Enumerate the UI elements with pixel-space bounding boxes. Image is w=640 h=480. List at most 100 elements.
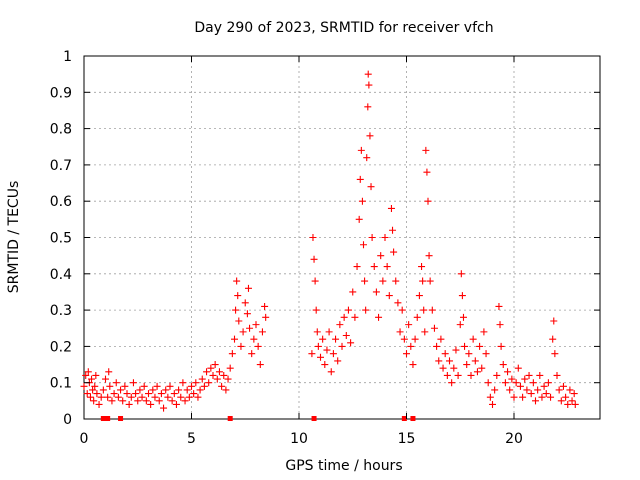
data-point bbox=[400, 335, 408, 343]
data-point bbox=[480, 328, 488, 336]
data-point bbox=[132, 390, 140, 398]
data-point bbox=[381, 234, 389, 241]
data-point bbox=[231, 335, 238, 343]
y-tick-label: 0.4 bbox=[50, 267, 72, 283]
data-point bbox=[91, 382, 99, 390]
data-point bbox=[571, 400, 579, 408]
data-point bbox=[325, 328, 333, 336]
data-point bbox=[564, 400, 572, 408]
data-point bbox=[368, 234, 376, 241]
data-point bbox=[411, 335, 419, 343]
axis-ticks bbox=[83, 55, 600, 420]
data-point bbox=[424, 197, 432, 205]
data-point bbox=[510, 393, 518, 401]
data-point bbox=[310, 255, 318, 263]
data-point bbox=[377, 252, 385, 260]
data-point bbox=[244, 284, 252, 292]
data-point bbox=[463, 361, 471, 369]
data-point bbox=[215, 368, 223, 376]
y-tick-label: 0.6 bbox=[50, 194, 72, 210]
zero-marker bbox=[100, 416, 106, 421]
y-tick-label: 0.1 bbox=[50, 376, 72, 392]
y-tick-label: 0.8 bbox=[50, 122, 72, 138]
data-point bbox=[356, 175, 364, 183]
data-point bbox=[441, 350, 449, 358]
data-point bbox=[413, 313, 421, 321]
data-point bbox=[497, 342, 505, 350]
data-point bbox=[104, 393, 112, 401]
data-point bbox=[177, 393, 185, 401]
data-point bbox=[170, 390, 178, 398]
data-point bbox=[353, 263, 361, 271]
data-point bbox=[84, 368, 92, 376]
data-point bbox=[405, 321, 413, 329]
y-tick-label: 0.2 bbox=[50, 339, 72, 355]
data-point bbox=[83, 390, 91, 398]
data-point bbox=[446, 357, 453, 365]
data-point bbox=[166, 382, 174, 390]
data-point bbox=[476, 342, 484, 350]
data-point bbox=[196, 386, 204, 394]
data-point bbox=[332, 335, 340, 343]
data-point bbox=[203, 368, 211, 376]
data-point bbox=[469, 335, 477, 343]
data-point bbox=[459, 313, 467, 321]
data-point bbox=[461, 342, 469, 350]
data-point bbox=[258, 328, 266, 336]
data-point bbox=[97, 393, 105, 401]
data-point bbox=[220, 371, 228, 379]
data-point bbox=[544, 379, 552, 387]
data-point bbox=[355, 215, 363, 223]
data-point bbox=[213, 375, 221, 383]
data-point bbox=[82, 371, 90, 379]
data-point bbox=[162, 386, 170, 394]
data-point bbox=[241, 299, 249, 307]
data-point bbox=[439, 364, 447, 372]
data-point bbox=[454, 371, 462, 379]
data-point bbox=[372, 288, 380, 296]
data-point bbox=[243, 310, 251, 318]
data-point bbox=[211, 361, 219, 369]
data-point bbox=[188, 382, 195, 390]
data-point bbox=[327, 368, 335, 376]
data-point bbox=[473, 368, 481, 376]
data-point bbox=[547, 393, 555, 401]
data-point bbox=[467, 371, 475, 379]
data-point bbox=[349, 288, 357, 296]
data-point bbox=[428, 306, 436, 314]
y-tick-label: 0.3 bbox=[50, 303, 72, 319]
data-point bbox=[418, 263, 426, 271]
data-point bbox=[342, 332, 350, 340]
data-point bbox=[334, 357, 342, 365]
data-point bbox=[329, 350, 337, 358]
data-point bbox=[419, 277, 427, 285]
data-point bbox=[194, 393, 202, 401]
data-point bbox=[523, 386, 531, 394]
data-point bbox=[205, 379, 213, 387]
data-point bbox=[499, 361, 507, 369]
data-point bbox=[308, 350, 316, 358]
data-point bbox=[398, 306, 406, 314]
data-points bbox=[80, 70, 579, 421]
data-point bbox=[134, 397, 142, 405]
data-point bbox=[233, 277, 241, 285]
x-tick-label: 20 bbox=[505, 431, 523, 447]
data-point bbox=[525, 371, 533, 379]
data-point bbox=[403, 350, 410, 358]
data-point bbox=[114, 393, 122, 401]
zero-marker bbox=[401, 416, 407, 421]
data-point bbox=[183, 386, 191, 394]
data-point bbox=[364, 70, 372, 78]
data-point bbox=[256, 361, 264, 369]
x-axis-label: GPS time / hours bbox=[285, 458, 402, 474]
y-tick-label: 0.7 bbox=[50, 158, 72, 174]
data-point bbox=[450, 364, 458, 372]
data-point bbox=[99, 386, 107, 394]
data-point bbox=[140, 382, 148, 390]
data-point bbox=[179, 379, 187, 387]
data-point bbox=[415, 292, 423, 300]
data-point bbox=[207, 364, 215, 372]
data-point bbox=[365, 81, 373, 89]
data-point bbox=[420, 306, 428, 314]
